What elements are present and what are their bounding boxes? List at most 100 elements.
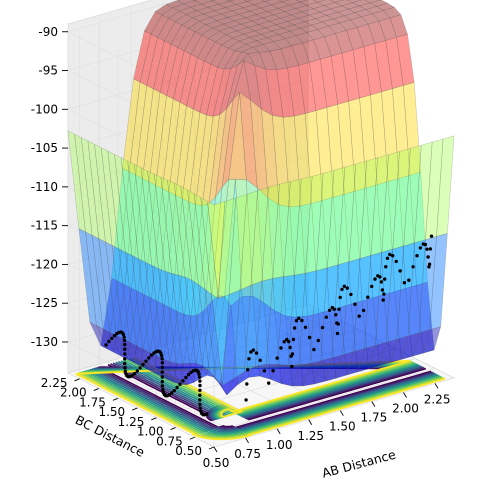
surface-facet [129, 341, 148, 370]
trajectory-point [186, 372, 191, 377]
surface-facet [222, 20, 242, 28]
surface-facet [140, 167, 159, 270]
trajectory-point [160, 384, 165, 388]
surface-facet [207, 3, 227, 11]
surface-facet [363, 0, 382, 4]
trajectory-point [197, 372, 201, 376]
surface-facet [283, 115, 302, 208]
surface-facet [85, 231, 104, 330]
surface-facet [244, 280, 263, 373]
surface-facet [244, 14, 264, 22]
trajectory-point [149, 353, 154, 357]
surface-facet [177, 201, 196, 315]
surface-facet [175, 105, 194, 199]
back-grid-z [67, 233, 309, 304]
surface-facet [89, 321, 108, 350]
surface-facet [194, 24, 214, 36]
bc-tick-label: 1.75 [79, 395, 106, 409]
surface-facet [107, 281, 126, 353]
ab-tick-label: 0.50 [203, 456, 230, 470]
surface-facet [228, 92, 247, 180]
surface-facet [107, 150, 126, 253]
surface-facet [218, 197, 237, 299]
trajectory-point [394, 259, 398, 264]
surface-facet [213, 295, 232, 385]
contour-line [77, 357, 445, 439]
surface-facet [160, 176, 179, 276]
ab-tick-mark [434, 383, 439, 389]
trajectory-point [384, 265, 388, 269]
surface-facet [223, 50, 242, 70]
surface-facet [294, 5, 314, 13]
left-grid-z [67, 186, 215, 262]
surface-facet [180, 185, 199, 285]
surface-facet [330, 5, 349, 13]
ab-tick-mark [339, 410, 344, 416]
surface-facet [372, 10, 391, 22]
trajectory-point [338, 295, 342, 300]
trajectory-point [275, 356, 279, 360]
ab-tick-mark [213, 446, 218, 453]
surface-facet [374, 40, 393, 93]
surface-facet [200, 197, 219, 300]
bc-tick-mark [151, 417, 157, 421]
surface-facet [277, 4, 297, 12]
trajectory-point [407, 278, 411, 282]
surface-facet [296, 315, 315, 387]
trajectory-point [320, 325, 325, 330]
surface-facet [87, 140, 106, 243]
surface-facet [325, 12, 345, 20]
left-grid-z [67, 31, 215, 107]
trajectory-point [312, 347, 316, 352]
surface-facet [210, 0, 216, 2]
trajectory-point [251, 348, 256, 352]
surface-facet [212, 68, 231, 117]
surface-facet [238, 37, 258, 45]
surface-facet [105, 241, 124, 340]
floor-grid-bc [137, 338, 378, 409]
trajectory-point [161, 388, 165, 392]
trajectory-point [160, 380, 164, 384]
energy-surface [67, 0, 455, 396]
surface-facet [288, 28, 308, 36]
surface-facet [189, 3, 209, 11]
surface-facet [182, 108, 201, 203]
trajectory-point [378, 275, 382, 279]
surface-facet [260, 30, 280, 38]
surface-facet [407, 239, 426, 337]
surface-facet [330, 52, 349, 105]
surface-facet [228, 194, 247, 295]
left-grid-z [67, 302, 215, 378]
surface-facet [356, 23, 376, 48]
bc-tick-label: 1.00 [137, 425, 164, 439]
surface-facet [266, 34, 286, 42]
surface-facet [278, 204, 297, 318]
surface-facet [207, 200, 226, 299]
surface-facet [269, 48, 288, 70]
z-tick-label: -105 [31, 141, 58, 155]
ab-axis-title: AB Distance [320, 447, 397, 481]
surface-facet [329, 306, 348, 379]
surface-facet [284, 8, 303, 16]
surface-facet [147, 170, 166, 272]
surface-facet [131, 178, 150, 292]
surface-facet [233, 284, 252, 380]
trajectory-point [197, 375, 202, 379]
surface-facet [231, 33, 251, 42]
surface-facet [358, 2, 378, 10]
trajectory-point [297, 316, 301, 320]
surface-facet [271, 27, 291, 35]
surface-facet [346, 0, 363, 3]
surface-facet [154, 4, 174, 16]
surface-facet [335, 30, 354, 54]
surface-facet [230, 296, 249, 386]
floor-grid-bc [213, 377, 455, 448]
bc-tick-label: 1.25 [118, 415, 145, 429]
surface-facet [215, 98, 234, 198]
surface-facet [266, 8, 286, 16]
surface-facet [314, 15, 334, 23]
back-grid-z [67, 272, 309, 343]
floor-grid-bc [194, 367, 435, 438]
surface-facet [361, 13, 380, 25]
surface-facet [157, 17, 176, 42]
